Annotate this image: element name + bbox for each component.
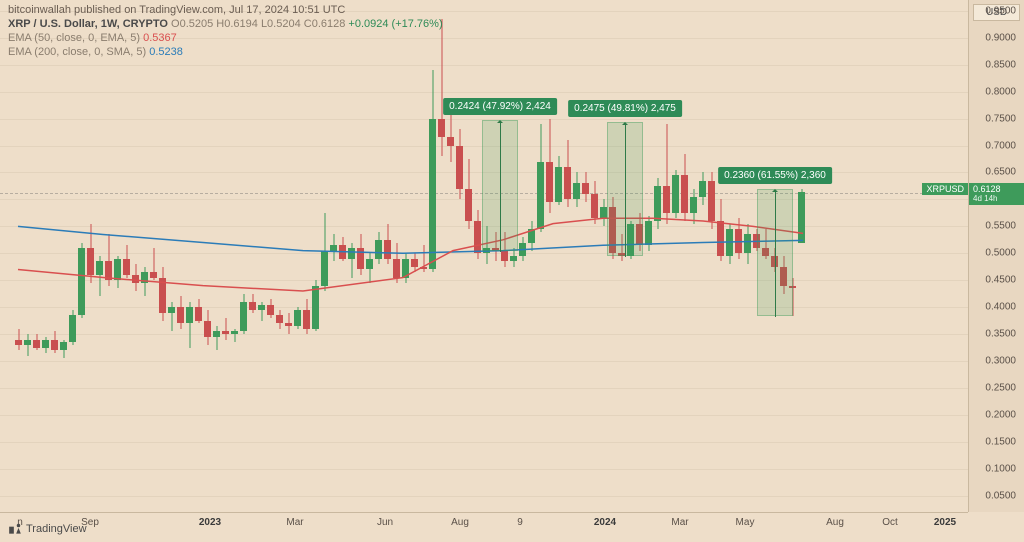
x-tick-label: May bbox=[736, 517, 755, 528]
ohlc-change: +0.0924 (+17.76%) bbox=[348, 18, 442, 30]
measurement-box[interactable] bbox=[482, 120, 518, 251]
measurement-box[interactable] bbox=[607, 122, 643, 256]
measurement-label: 0.2424 (47.92%) 2,424 bbox=[443, 98, 557, 115]
x-tick-label: Aug bbox=[826, 517, 844, 528]
y-axis[interactable]: USD 0.95000.90000.85000.80000.75000.7000… bbox=[968, 0, 1024, 512]
y-tick-label: 0.3000 bbox=[985, 356, 1016, 367]
y-tick-label: 0.7000 bbox=[985, 140, 1016, 151]
ohlc-o: O0.5205 bbox=[171, 18, 213, 30]
y-tick-label: 0.5500 bbox=[985, 221, 1016, 232]
y-tick-label: 0.8500 bbox=[985, 59, 1016, 70]
chart-container: bitcoinwallah published on TradingView.c… bbox=[0, 0, 1024, 542]
ohlc-h: H0.6194 bbox=[216, 18, 258, 30]
y-tick-label: 0.5000 bbox=[985, 248, 1016, 259]
ticker-tag: XRPUSD bbox=[922, 183, 968, 195]
x-tick-label: Mar bbox=[671, 517, 688, 528]
tradingview-logo: TradingView bbox=[8, 522, 87, 536]
x-tick-label: 2024 bbox=[594, 517, 616, 528]
y-tick-label: 0.7500 bbox=[985, 113, 1016, 124]
chart-header: XRP / U.S. Dollar, 1W, CRYPTO O0.5205 H0… bbox=[8, 18, 443, 60]
attribution-text: bitcoinwallah published on TradingView.c… bbox=[8, 4, 345, 16]
y-tick-label: 0.1500 bbox=[985, 436, 1016, 447]
ohlc-l: L0.5204 bbox=[261, 18, 301, 30]
x-tick-label: 2023 bbox=[199, 517, 221, 528]
y-tick-label: 0.6500 bbox=[985, 167, 1016, 178]
x-tick-label: Mar bbox=[286, 517, 303, 528]
chart-plot-area[interactable]: XRPUSD 0.2424 (47.92%) 2,424 0.2475 (49.81… bbox=[0, 0, 968, 512]
x-tick-label: Oct bbox=[882, 517, 898, 528]
ema50-value: 0.5367 bbox=[143, 32, 177, 44]
y-tick-label: 0.9000 bbox=[985, 32, 1016, 43]
measurement-box[interactable] bbox=[757, 189, 793, 316]
y-tick-label: 0.9500 bbox=[985, 5, 1016, 16]
y-tick-label: 0.2000 bbox=[985, 409, 1016, 420]
tv-brand-text: TradingView bbox=[26, 523, 87, 535]
y-tick-label: 0.0500 bbox=[985, 490, 1016, 501]
y-tick-label: 0.2500 bbox=[985, 383, 1016, 394]
ema200-line bbox=[0, 0, 968, 512]
x-tick-label: 9 bbox=[517, 517, 523, 528]
ohlc-c: C0.6128 bbox=[304, 18, 346, 30]
measurement-label: 0.2360 (61.55%) 2,360 bbox=[718, 167, 832, 184]
y-tick-label: 0.4500 bbox=[985, 275, 1016, 286]
y-tick-label: 0.3500 bbox=[985, 329, 1016, 340]
y-tick-label: 0.4000 bbox=[985, 302, 1016, 313]
measurement-label: 0.2475 (49.81%) 2,475 bbox=[568, 100, 682, 117]
ema200-value: 0.5238 bbox=[149, 46, 183, 58]
y-tick-label: 0.1000 bbox=[985, 463, 1016, 474]
current-price-tag: 0.61284d 14h bbox=[969, 183, 1024, 205]
ema200-label: EMA (200, close, 0, SMA, 5) bbox=[8, 46, 146, 58]
symbol-label: XRP / U.S. Dollar, 1W, CRYPTO bbox=[8, 18, 168, 30]
x-tick-label: Aug bbox=[451, 517, 469, 528]
x-axis[interactable]: nSep2023MarJunAug92024MarMayAugOct2025 bbox=[0, 512, 968, 542]
x-tick-label: Jun bbox=[377, 517, 393, 528]
tv-icon bbox=[8, 522, 22, 536]
x-tick-label: 2025 bbox=[934, 517, 956, 528]
y-tick-label: 0.8000 bbox=[985, 86, 1016, 97]
ema50-label: EMA (50, close, 0, EMA, 5) bbox=[8, 32, 140, 44]
ema50-line bbox=[0, 0, 968, 512]
